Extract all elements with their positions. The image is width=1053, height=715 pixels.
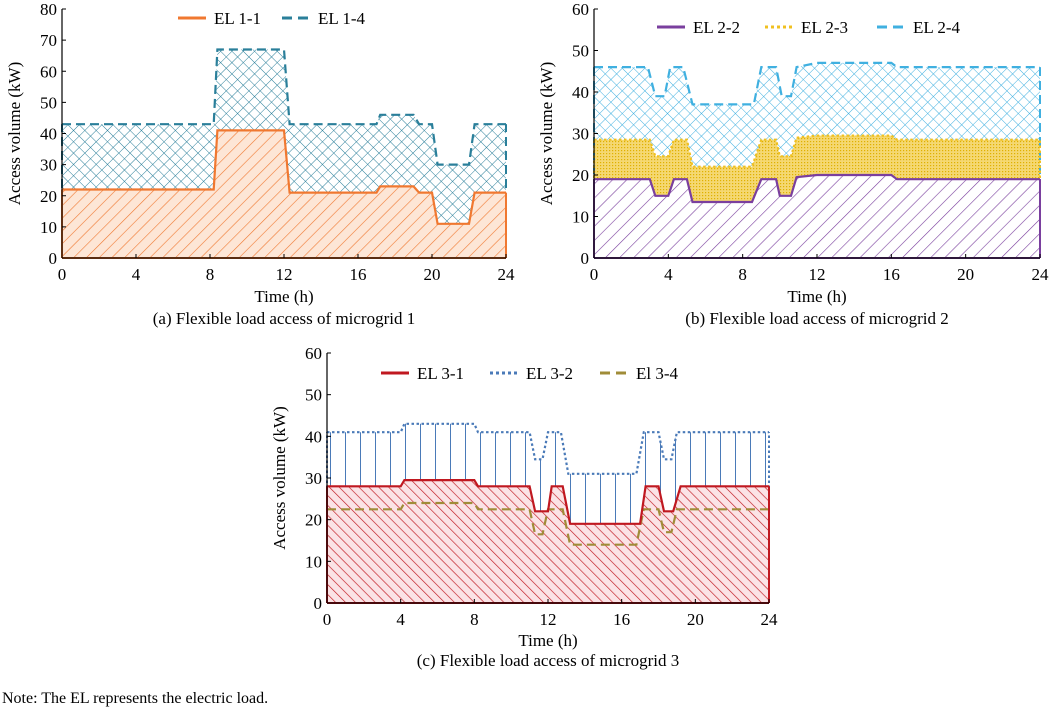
y-tick-label: 60 <box>305 344 322 363</box>
series-area-1 <box>594 175 1040 258</box>
y-axis-label: Access volume (kW) <box>5 62 24 206</box>
y-tick-label: 30 <box>40 156 57 175</box>
y-tick-label: 10 <box>305 552 322 571</box>
x-tick-label: 4 <box>132 265 141 284</box>
legend-label: EL 2-2 <box>693 18 740 37</box>
y-tick-label: 60 <box>40 62 57 81</box>
x-tick-label: 0 <box>323 610 332 629</box>
x-tick-label: 12 <box>276 265 293 284</box>
y-tick-label: 10 <box>572 208 589 227</box>
y-tick-label: 30 <box>305 469 322 488</box>
y-tick-label: 50 <box>305 386 322 405</box>
figure-note: Note: The EL represents the electric loa… <box>2 690 269 707</box>
x-tick-label: 8 <box>206 265 215 284</box>
x-axis-label: Time (h) <box>787 287 846 306</box>
legend-label: El 3-4 <box>636 364 679 383</box>
legend-label: EL 2-4 <box>913 18 961 37</box>
x-tick-label: 16 <box>613 610 630 629</box>
y-tick-label: 70 <box>40 31 57 50</box>
y-tick-label: 20 <box>572 166 589 185</box>
y-tick-label: 80 <box>40 0 57 19</box>
legend-label: EL 1-4 <box>318 9 366 28</box>
legend-label: EL 1-1 <box>214 9 261 28</box>
x-tick-label: 4 <box>664 265 673 284</box>
series-line-1 <box>62 129 506 225</box>
y-tick-label: 40 <box>305 427 322 446</box>
chart-caption: (a) Flexible load access of microgrid 1 <box>153 309 415 328</box>
y-tick-label: 0 <box>581 249 590 268</box>
y-tick-label: 50 <box>572 42 589 61</box>
legend-label: EL 3-1 <box>417 364 464 383</box>
x-tick-label: 8 <box>470 610 479 629</box>
x-tick-label: 12 <box>809 265 826 284</box>
x-tick-label: 24 <box>1032 265 1050 284</box>
chart-panel-microgrid-2: 0 10 20 30 40 50 60 0 4 8 12 16 20 24 Time (h) Access v… <box>537 0 1049 328</box>
series-line-2 <box>594 134 1040 168</box>
series-line-1 <box>327 479 769 525</box>
series-line-2 <box>62 48 506 166</box>
y-tick-label: 40 <box>572 83 589 102</box>
chart-caption: (c) Flexible load access of microgrid 3 <box>417 651 679 670</box>
x-axis-label: Time (h) <box>254 287 313 306</box>
x-tick-label: 4 <box>396 610 405 629</box>
y-tick-label: 20 <box>40 187 57 206</box>
legend-label: EL 2-3 <box>801 18 848 37</box>
y-tick-label: 10 <box>40 218 57 237</box>
series-line-3 <box>594 61 1040 106</box>
chart-caption: (b) Flexible load access of microgrid 2 <box>685 309 948 328</box>
y-tick-label: 30 <box>572 125 589 144</box>
y-axis-label: Access volume (kW) <box>537 62 556 206</box>
series-line-1 <box>594 173 1040 204</box>
series-area-1 <box>62 130 506 258</box>
y-axis-label: Access volume (kW) <box>270 406 289 550</box>
x-tick-label: 16 <box>883 265 900 284</box>
x-tick-label: 20 <box>687 610 704 629</box>
chart-panel-microgrid-3: 0 10 20 30 40 50 60 0 4 8 12 16 20 24 Time (h) Access v… <box>270 344 778 670</box>
x-tick-label: 16 <box>350 265 367 284</box>
y-tick-label: 50 <box>40 93 57 112</box>
y-tick-label: 20 <box>305 511 322 530</box>
y-tick-label: 0 <box>49 249 58 268</box>
legend-label: EL 3-2 <box>526 364 573 383</box>
x-tick-label: 12 <box>540 610 557 629</box>
x-tick-label: 24 <box>498 265 516 284</box>
chart-panel-microgrid-1: 0 10 20 30 40 50 60 70 80 0 4 8 12 16 20 24 Time (h) Acce… <box>5 0 515 328</box>
y-tick-label: 40 <box>40 125 57 144</box>
x-tick-label: 24 <box>761 610 779 629</box>
x-tick-label: 8 <box>738 265 747 284</box>
y-tick-label: 0 <box>314 594 323 613</box>
series-line-2 <box>327 422 769 475</box>
x-axis-label: Time (h) <box>518 631 577 650</box>
x-tick-label: 20 <box>424 265 441 284</box>
y-tick-label: 60 <box>572 0 589 19</box>
x-tick-label: 0 <box>590 265 599 284</box>
x-tick-label: 20 <box>957 265 974 284</box>
x-tick-label: 0 <box>58 265 67 284</box>
